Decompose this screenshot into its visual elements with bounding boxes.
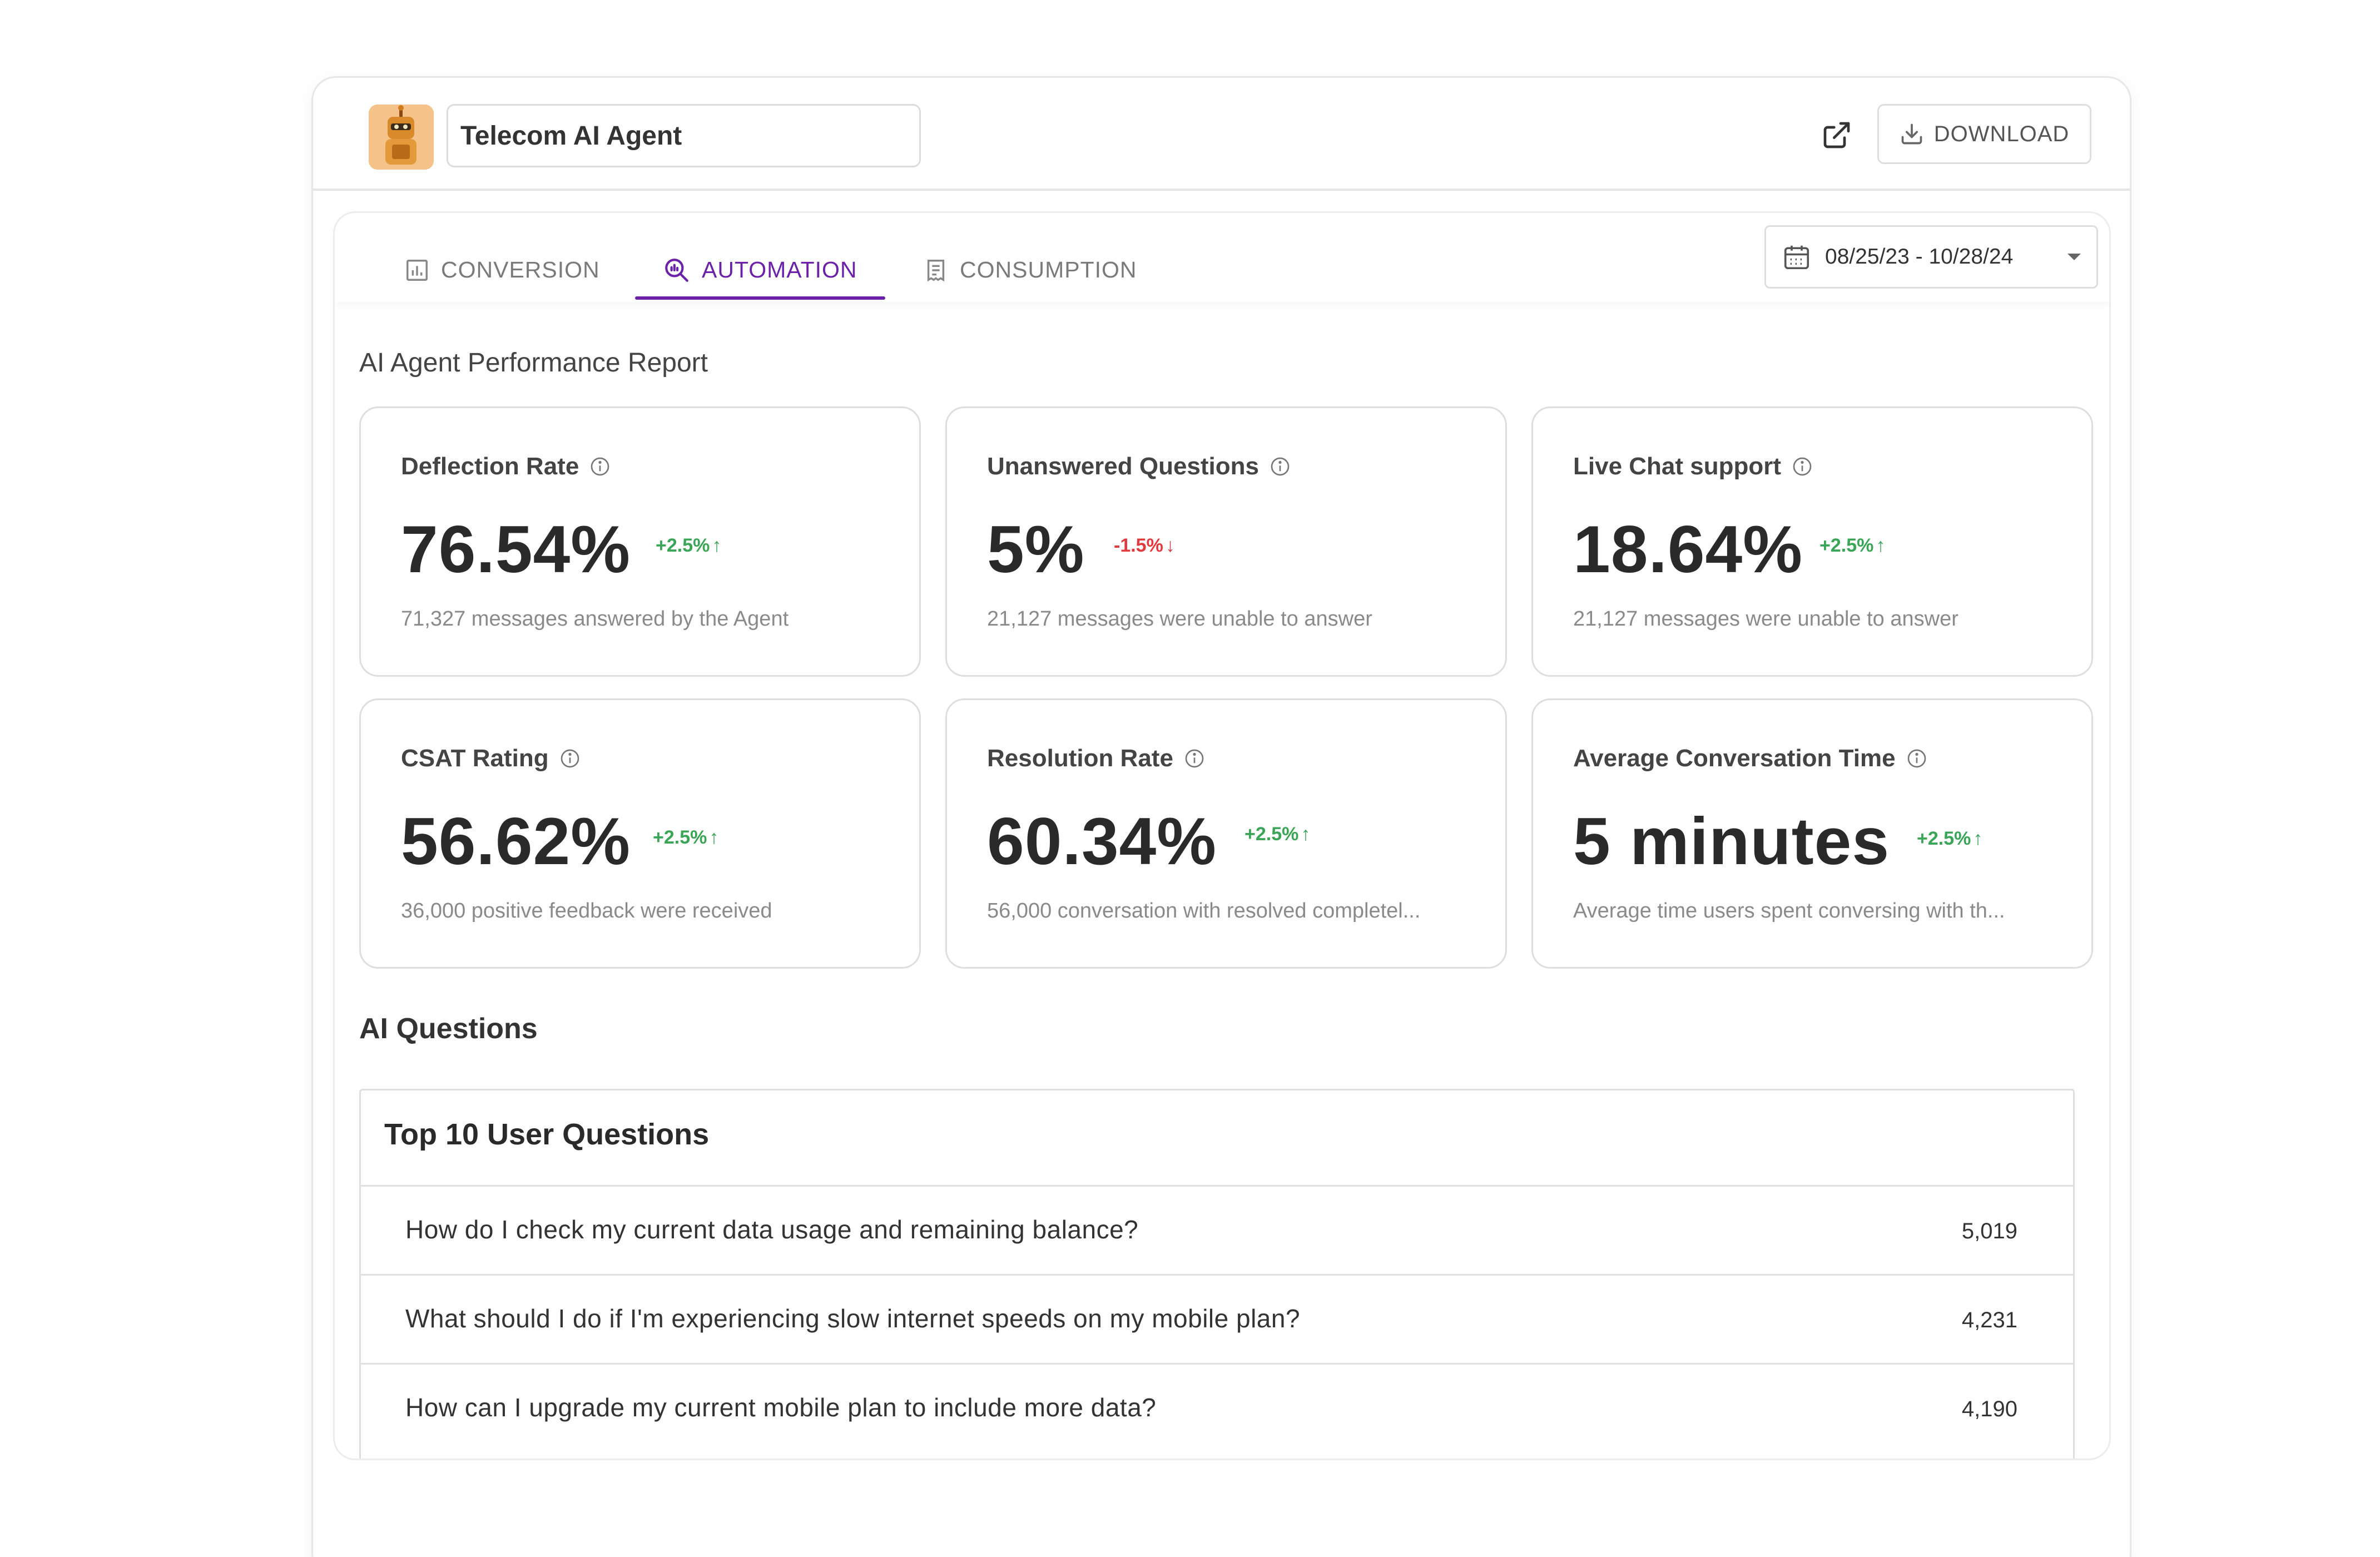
metric-caption: 21,127 messages were unable to answer — [987, 607, 1372, 631]
info-icon[interactable] — [1269, 455, 1291, 478]
top-questions-table: Top 10 User Questions How do I check my … — [359, 1089, 2075, 1459]
delta-text: -1.5% — [1114, 535, 1163, 556]
report-title: AI Agent Performance Report — [359, 348, 708, 378]
tab-conversion[interactable]: CONVERSION — [404, 241, 600, 299]
card-title: Average Conversation Time — [1573, 745, 1928, 772]
table-row[interactable]: What should I do if I'm experiencing slo… — [361, 1274, 2073, 1363]
metric-caption: 56,000 conversation with resolved comple… — [987, 899, 1421, 923]
metric-delta: +2.5% ↑ — [1819, 535, 1885, 557]
info-icon[interactable] — [559, 747, 581, 770]
card-title: Deflection Rate — [401, 453, 611, 480]
agent-avatar — [369, 105, 434, 170]
arrow-up-icon: ↑ — [712, 535, 722, 556]
metric-value: 60.34% — [987, 804, 1217, 879]
calendar-icon — [1784, 245, 1809, 270]
metric-value: 5 minutes — [1573, 804, 1890, 879]
metric-card-resolution-rate: Resolution Rate 60.34% +2.5% ↑ 56,000 con… — [945, 698, 1507, 969]
metric-caption: Average time users spent conversing with… — [1573, 899, 2005, 923]
question-count: 5,019 — [1961, 1219, 2017, 1243]
card-title-text: CSAT Rating — [401, 745, 549, 772]
card-title-text: Deflection Rate — [401, 453, 579, 480]
metric-delta: +2.5% ↑ — [1917, 828, 1982, 850]
dashboard-window: Telecom AI Agent DOWNLOAD — [311, 76, 2131, 1557]
table-row[interactable]: How can I upgrade my current mobile plan… — [361, 1363, 2073, 1452]
agent-name-field[interactable]: Telecom AI Agent — [447, 104, 921, 167]
metric-card-csat-rating: CSAT Rating 56.62% +2.5% ↑ 36,000 positiv… — [359, 698, 921, 969]
info-icon[interactable] — [1791, 455, 1813, 478]
tab-automation-label: AUTOMATION — [702, 257, 857, 282]
arrow-up-icon: ↑ — [1301, 824, 1311, 845]
metric-delta: +2.5% ↑ — [1244, 824, 1310, 845]
metric-caption: 71,327 messages answered by the Agent — [401, 607, 789, 631]
question-count: 4,190 — [1961, 1397, 2017, 1421]
metric-card-average-conversation-time: Average Conversation Time 5 minutes +2.5… — [1531, 698, 2093, 969]
delta-text: +2.5% — [1917, 828, 1971, 849]
metric-delta: +2.5% ↑ — [656, 535, 721, 557]
metric-card-deflection-rate: Deflection Rate 76.54% +2.5% ↑ 71,327 mes… — [359, 406, 921, 677]
tab-conversion-label: CONVERSION — [441, 257, 600, 282]
table-row[interactable]: How do I check my current data usage and… — [361, 1185, 2073, 1274]
metric-delta: +2.5% ↑ — [653, 827, 718, 849]
arrow-up-icon: ↑ — [1876, 535, 1886, 556]
download-button[interactable]: DOWNLOAD — [1877, 104, 2091, 164]
metric-card-live-chat-support: Live Chat support 18.64% +2.5% ↑ 21,127 m… — [1531, 406, 2093, 677]
date-range-value: 08/25/23 - 10/28/24 — [1825, 245, 2014, 269]
delta-text: +2.5% — [653, 827, 707, 848]
metric-value: 56.62% — [401, 804, 631, 879]
tab-consumption-label: CONSUMPTION — [960, 257, 1137, 282]
question-text: How do I check my current data usage and… — [405, 1215, 1139, 1244]
card-title-text: Unanswered Questions — [987, 453, 1260, 480]
question-count: 4,231 — [1961, 1308, 2017, 1332]
card-title: Live Chat support — [1573, 453, 1813, 480]
arrow-down-icon: ↓ — [1165, 535, 1175, 556]
info-icon[interactable] — [1183, 747, 1206, 770]
metric-delta: -1.5% ↓ — [1114, 535, 1175, 557]
download-icon — [1901, 123, 1922, 145]
active-tab-indicator — [635, 296, 885, 300]
metric-value: 5% — [987, 512, 1085, 587]
ai-questions-heading: AI Questions — [359, 1013, 538, 1045]
delta-text: +2.5% — [1244, 824, 1299, 845]
question-text: What should I do if I'm experiencing slo… — [405, 1304, 1301, 1333]
chevron-down-icon — [2067, 254, 2081, 260]
info-icon[interactable] — [589, 455, 611, 478]
bar-chart-icon — [406, 259, 428, 281]
table-title: Top 10 User Questions — [384, 1118, 710, 1151]
report-panel: CONVERSION AUTOMATION CONSUMPTION — [333, 211, 2111, 1460]
question-text: How can I upgrade my current mobile plan… — [405, 1393, 1157, 1422]
delta-text: +2.5% — [1819, 535, 1874, 556]
metric-card-unanswered-questions: Unanswered Questions 5% -1.5% ↓ 21,127 me… — [945, 406, 1507, 677]
arrow-up-icon: ↑ — [709, 827, 719, 848]
top-bar: Telecom AI Agent DOWNLOAD — [313, 78, 2130, 191]
delta-text: +2.5% — [656, 535, 710, 556]
arrow-up-icon: ↑ — [1973, 828, 1983, 849]
card-title-text: Live Chat support — [1573, 453, 1782, 480]
open-external-icon[interactable] — [1817, 116, 1856, 155]
search-analytics-icon — [665, 258, 688, 282]
card-title-text: Resolution Rate — [987, 745, 1173, 772]
tab-consumption[interactable]: CONSUMPTION — [923, 241, 1137, 299]
metric-caption: 36,000 positive feedback were received — [401, 899, 772, 923]
tab-bar: CONVERSION AUTOMATION CONSUMPTION — [335, 213, 2109, 302]
card-title: CSAT Rating — [401, 745, 581, 772]
metric-value: 76.54% — [401, 512, 631, 587]
metric-caption: 21,127 messages were unable to answer — [1573, 607, 1958, 631]
info-icon[interactable] — [1906, 747, 1928, 770]
card-title: Unanswered Questions — [987, 453, 1291, 480]
receipt-icon — [927, 259, 945, 281]
card-title: Resolution Rate — [987, 745, 1206, 772]
tab-automation[interactable]: AUTOMATION — [663, 241, 857, 299]
metric-value: 18.64% — [1573, 512, 1803, 587]
download-label: DOWNLOAD — [1933, 121, 2070, 146]
date-range-picker[interactable]: 08/25/23 - 10/28/24 — [1764, 225, 2098, 289]
card-title-text: Average Conversation Time — [1573, 745, 1896, 772]
